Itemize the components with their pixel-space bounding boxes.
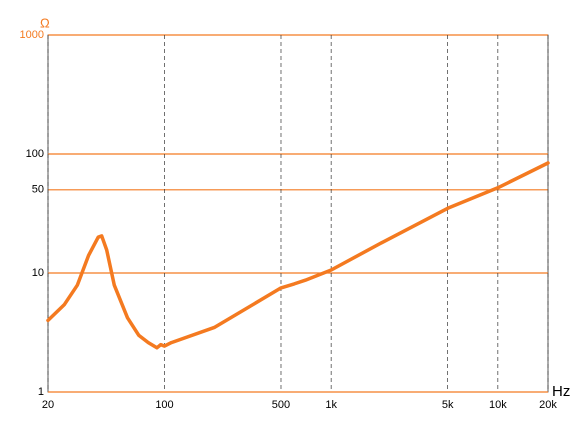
x-tick-label: 100 [155,399,173,411]
x-tick-label: 500 [272,399,290,411]
x-tick-label: 5k [442,399,454,411]
y-tick-label: 100 [26,148,44,160]
x-tick-label: 1k [325,399,337,411]
plot-area [47,34,549,393]
y-tick-label: 50 [32,184,44,196]
y-tick-label: 1 [38,386,44,398]
y-tick-label: 10 [32,267,44,279]
x-axis-label: Hz [552,383,570,400]
x-tick-label: 10k [489,399,507,411]
y-axis-label: Ω [40,15,50,30]
impedance-line [46,161,550,350]
x-tick-label: 20k [539,399,557,411]
x-tick-label: 20 [42,399,54,411]
y-tick-label: 1000 [20,29,44,41]
